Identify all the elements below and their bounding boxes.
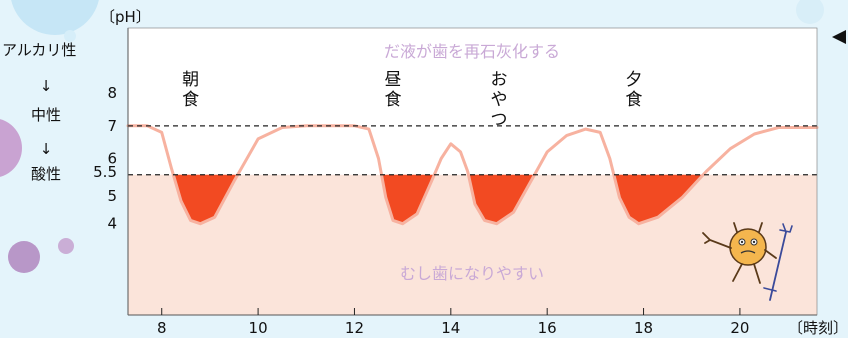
tooth-germ-devil-icon — [702, 222, 793, 301]
zone-label-caries: むし歯になりやすい — [400, 264, 544, 283]
acid-dip-fill-3 — [468, 174, 535, 224]
event-label-1: 朝食 — [182, 70, 199, 110]
reference-lines — [128, 125, 817, 176]
y-tick-label: 5.5 — [93, 163, 117, 181]
event-label-4: 夕食 — [625, 70, 642, 110]
event-label-char: 食 — [625, 90, 642, 110]
event-label-char: 食 — [182, 90, 199, 110]
y-unit-label: 〔pH〕 — [100, 8, 151, 26]
acid-dip-fill-1 — [173, 174, 238, 224]
background-decoration — [0, 0, 824, 273]
y-tick-label: 4 — [107, 215, 117, 233]
triangle-left-icon[interactable] — [832, 30, 846, 44]
event-label-char: つ — [491, 110, 508, 130]
x-unit-label: 〔時刻〕 — [788, 319, 848, 337]
zone-label-remineralize: だ液が歯を再石灰化する — [384, 42, 560, 61]
x-tick-label: 18 — [634, 319, 653, 337]
side-scale-alkaline: アルカリ性 — [2, 41, 76, 59]
x-tick-label: 14 — [441, 319, 460, 337]
event-label-char: 昼 — [385, 70, 402, 90]
event-label-char: 朝 — [182, 70, 199, 90]
x-tick-label: 16 — [538, 319, 557, 337]
x-tick-label: 12 — [345, 319, 364, 337]
x-tick-label: 10 — [249, 319, 268, 337]
side-scale-arrow-2: ↓ — [40, 140, 53, 158]
side-scale-arrow-1: ↓ — [40, 77, 53, 95]
y-ticks: 8 7 65.5 5 4 — [93, 84, 117, 232]
plot-frame — [127, 27, 818, 316]
x-ticks: 8 10 12 14 16 18 20 — [157, 308, 749, 337]
event-label-char: 食 — [385, 90, 402, 110]
ph-curve-line — [126, 124, 819, 226]
y-tick-label: 6 — [107, 149, 117, 167]
y-tick-label: 8 — [107, 84, 117, 102]
acid-fill-group — [173, 174, 704, 224]
acid-dip-fill-4 — [613, 174, 704, 224]
y-tick-label: 5 — [107, 187, 117, 205]
acid-dip-fill-2 — [381, 174, 435, 224]
event-label-char: お — [491, 70, 508, 90]
side-scale: アルカリ性 ↓ 中性 ↓ 酸性 — [2, 41, 76, 183]
event-label-2: 昼食 — [385, 70, 402, 110]
event-label-char: 夕 — [625, 70, 642, 90]
x-tick-label: 8 — [157, 319, 167, 337]
y-tick-label: 7 — [107, 117, 117, 135]
side-scale-neutral: 中性 — [31, 106, 61, 124]
event-label-3: おやつ — [491, 70, 508, 130]
side-scale-acidic: 酸性 — [31, 165, 61, 183]
x-tick-label: 20 — [730, 319, 749, 337]
event-label-char: や — [491, 90, 508, 110]
